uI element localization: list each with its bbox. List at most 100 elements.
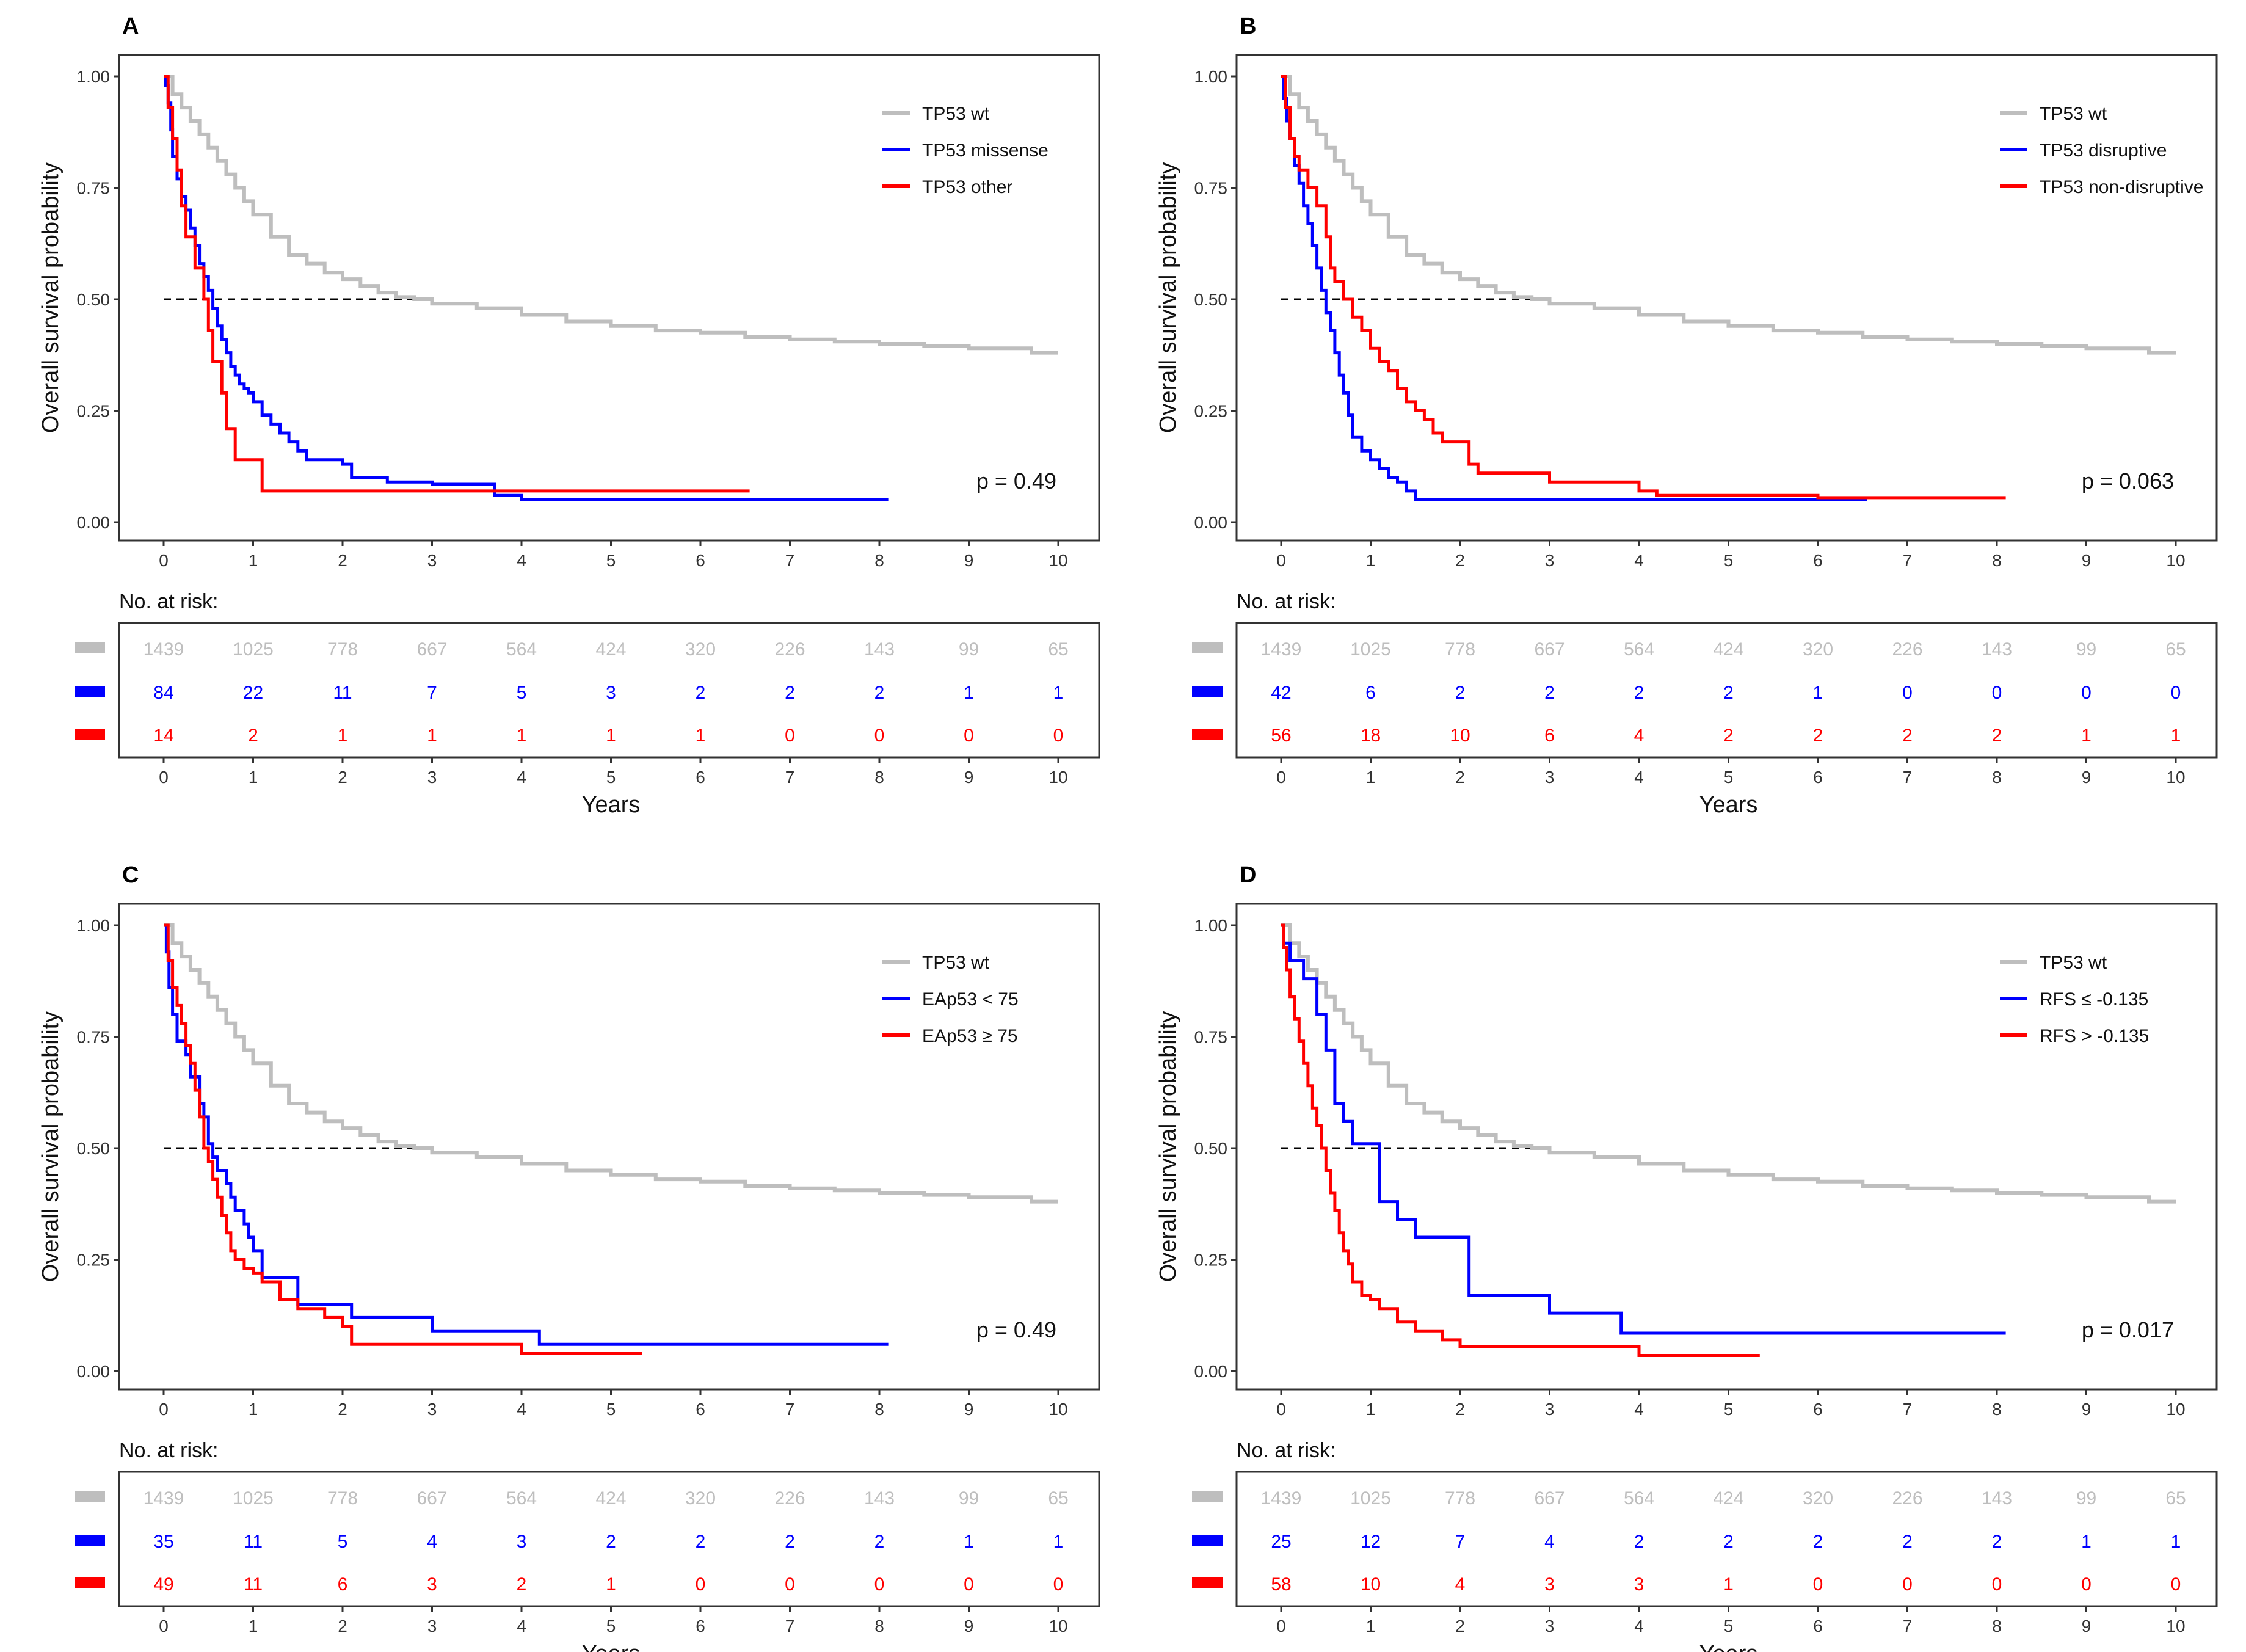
risk-count: 778	[327, 639, 358, 660]
risk-count: 1	[606, 1574, 616, 1595]
risk-row-key	[75, 1491, 105, 1502]
risk-table-frame	[118, 1471, 1100, 1607]
risk-count: 35	[153, 1532, 173, 1552]
risk-count: 4	[1634, 726, 1645, 746]
risk-count: 2	[1544, 683, 1555, 703]
risk-count: 2	[1813, 1532, 1823, 1552]
y-axis-title: Overall survival probability	[1155, 1011, 1181, 1283]
risk-count: 143	[864, 1488, 895, 1508]
risk-x-tick-label: 2	[338, 1617, 347, 1636]
y-tick-label: 0.50	[77, 290, 111, 309]
risk-count: 2	[1455, 683, 1466, 703]
risk-table-title: No. at risk:	[119, 590, 218, 613]
y-tick-label: 0.75	[77, 1028, 111, 1047]
y-tick-label: 0.00	[1194, 1362, 1228, 1381]
x-axis-title: Years	[582, 792, 641, 818]
risk-count: 1439	[144, 1488, 184, 1508]
legend-label: RFS ≤ -0.135	[2040, 989, 2148, 1010]
risk-count: 320	[1803, 639, 1833, 660]
risk-x-tick-label: 1	[1366, 768, 1376, 787]
risk-x-tick-label: 6	[1813, 768, 1823, 787]
risk-count: 42	[1271, 683, 1291, 703]
risk-count: 2	[874, 1532, 885, 1552]
risk-x-tick-label: 10	[1048, 768, 1067, 787]
survival-curve-1	[164, 75, 889, 501]
risk-count: 1025	[233, 1488, 274, 1508]
x-tick-label: 8	[874, 551, 884, 570]
risk-x-tick-label: 9	[964, 1617, 974, 1636]
y-tick-label: 0.75	[1194, 179, 1228, 198]
risk-x-tick-label: 0	[159, 1617, 169, 1636]
risk-count: 778	[1445, 639, 1475, 660]
risk-table-title: No. at risk:	[1237, 1439, 1336, 1462]
plot-frame	[1235, 903, 2218, 1391]
x-tick-label: 8	[874, 1400, 884, 1419]
x-tick-label: 10	[1048, 551, 1067, 570]
risk-count: 226	[774, 639, 805, 660]
risk-count: 6	[1365, 683, 1376, 703]
legend-label: TP53 wt	[2040, 953, 2107, 973]
risk-count: 0	[964, 726, 974, 746]
x-axis-title: Years	[582, 1641, 641, 1652]
risk-count: 564	[1624, 1488, 1654, 1508]
risk-row-key	[75, 1577, 105, 1588]
risk-count: 2	[517, 1574, 527, 1595]
risk-x-tick-label: 1	[1366, 1617, 1376, 1636]
y-tick-label: 0.25	[1194, 1251, 1228, 1270]
risk-x-tick-label: 7	[785, 1617, 795, 1636]
risk-count: 0	[1053, 1574, 1064, 1595]
x-tick-label: 5	[1724, 551, 1734, 570]
x-tick-label: 7	[785, 551, 795, 570]
risk-count: 320	[685, 1488, 716, 1508]
risk-count: 1439	[1261, 639, 1302, 660]
risk-count: 0	[696, 1574, 706, 1595]
x-tick-label: 5	[606, 1400, 616, 1419]
risk-x-tick-label: 4	[1634, 1617, 1644, 1636]
risk-count: 65	[1048, 639, 1068, 660]
risk-count: 320	[1803, 1488, 1833, 1508]
risk-count: 1	[964, 1532, 974, 1552]
risk-x-tick-label: 2	[1455, 768, 1465, 787]
risk-count: 0	[2081, 1574, 2092, 1595]
risk-count: 0	[1053, 726, 1064, 746]
risk-x-tick-label: 8	[1992, 1617, 2002, 1636]
risk-count: 4	[427, 1532, 437, 1552]
x-tick-label: 0	[1276, 1400, 1286, 1419]
legend-label: RFS > -0.135	[2040, 1026, 2149, 1046]
risk-count: 320	[685, 639, 716, 660]
risk-count: 1	[2171, 726, 2181, 746]
risk-count: 49	[153, 1574, 173, 1595]
risk-count: 667	[416, 639, 447, 660]
survival-curve-1	[164, 923, 889, 1346]
risk-count: 99	[959, 639, 979, 660]
panel-b: B0.000.250.500.751.000 1 2 3 4 5 6 7 8 9 10Overall…	[1155, 13, 2218, 818]
risk-count: 2	[1634, 1532, 1645, 1552]
risk-x-tick-label: 2	[338, 768, 347, 787]
risk-count: 778	[327, 1488, 358, 1508]
risk-x-tick-label: 10	[2166, 768, 2185, 787]
legend-label: TP53 wt	[922, 104, 990, 124]
risk-x-tick-label: 3	[1545, 768, 1555, 787]
survival-curve-0	[164, 75, 1058, 355]
risk-row-key	[1192, 1491, 1223, 1502]
risk-count: 1	[1053, 683, 1064, 703]
survival-curve-2	[1281, 923, 1760, 1357]
risk-count: 1	[606, 726, 616, 746]
risk-count: 99	[959, 1488, 979, 1508]
x-tick-label: 10	[2166, 1400, 2185, 1419]
risk-x-tick-label: 3	[427, 768, 437, 787]
legend-label: EAp53 < 75	[922, 989, 1019, 1010]
risk-count: 2	[696, 683, 706, 703]
risk-x-tick-label: 7	[1903, 768, 1913, 787]
risk-x-tick-label: 2	[1455, 1617, 1465, 1636]
plot-frame	[118, 54, 1100, 542]
x-tick-label: 4	[517, 1400, 526, 1419]
risk-count: 5	[338, 1532, 348, 1552]
risk-count: 1439	[1261, 1488, 1302, 1508]
risk-count: 2	[248, 726, 258, 746]
risk-x-tick-label: 8	[874, 1617, 884, 1636]
risk-count: 1	[427, 726, 437, 746]
risk-row-key	[1192, 1535, 1223, 1546]
risk-count: 7	[1455, 1532, 1466, 1552]
risk-count: 18	[1361, 726, 1381, 746]
